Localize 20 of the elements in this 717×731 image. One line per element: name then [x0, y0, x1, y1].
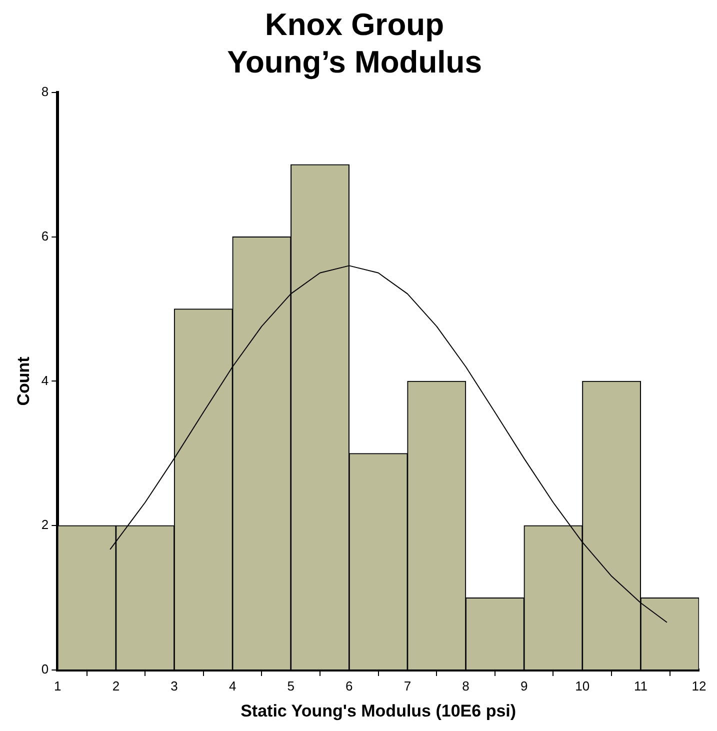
x-tick-label: 2 — [112, 678, 120, 694]
y-tick-label: 8 — [41, 84, 49, 99]
x-tick-label: 6 — [346, 678, 353, 694]
y-tick-label: 4 — [41, 372, 49, 388]
x-tick-label: 9 — [520, 678, 528, 694]
y-tick-label: 2 — [41, 517, 49, 532]
x-tick-label: 5 — [287, 678, 294, 694]
y-axis-title: Count — [14, 356, 33, 406]
x-tick-label: 1 — [54, 678, 62, 694]
x-tick-label: 3 — [170, 678, 178, 694]
x-tick-label: 8 — [462, 678, 470, 694]
chart-title: Knox Group Young’s Modulus — [227, 7, 482, 80]
x-tick-label: 4 — [228, 678, 236, 694]
x-tick-label: 10 — [575, 678, 590, 694]
x-tick-label: 12 — [692, 678, 706, 694]
y-tick-label: 6 — [41, 228, 49, 244]
x-tick-label: 7 — [404, 678, 412, 694]
x-tick-label: 11 — [634, 678, 648, 694]
y-tick-label: 0 — [41, 662, 49, 677]
x-axis-title: Static Young's Modulus (10E6 psi) — [240, 701, 516, 720]
